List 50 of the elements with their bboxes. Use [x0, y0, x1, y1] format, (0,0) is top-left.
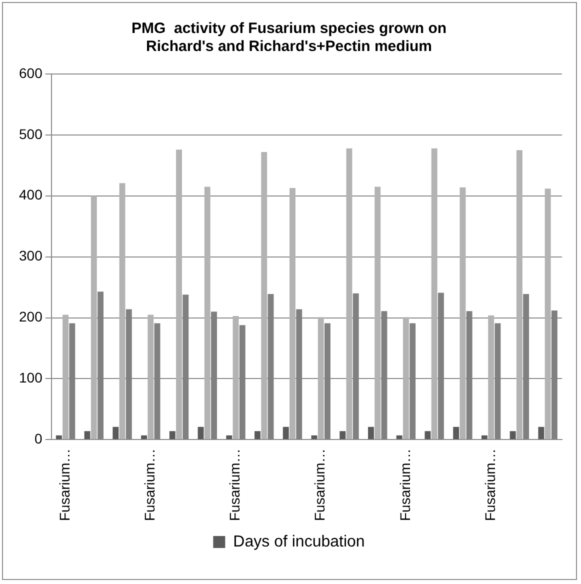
y-tick-label: 0	[34, 430, 43, 447]
bar	[90, 196, 97, 440]
y-tick-label: 300	[19, 248, 43, 264]
y-tick-label: 400	[19, 186, 43, 203]
bar	[481, 435, 488, 440]
bar	[346, 148, 352, 440]
bar	[424, 431, 431, 440]
y-tick-label: 600	[19, 64, 43, 81]
bar	[544, 188, 551, 440]
bar	[112, 426, 119, 440]
bar	[119, 183, 126, 440]
x-tick-label: Fusarium…	[142, 448, 158, 522]
bar	[538, 426, 544, 440]
bar	[261, 152, 268, 440]
bar	[318, 317, 324, 440]
bar	[169, 431, 176, 440]
bar	[368, 426, 374, 440]
y-tick-label: 500	[19, 126, 43, 142]
bar	[396, 435, 402, 440]
x-tick-label: Fusarium…	[482, 448, 498, 522]
chart-title: PMG activity of Fusarium species grown on Richard's and Richard's+Pectin medium	[131, 20, 447, 56]
bar	[204, 186, 210, 440]
bar	[290, 188, 296, 440]
bar	[232, 316, 239, 440]
y-tick-label: 100	[19, 370, 43, 386]
bar	[282, 426, 289, 440]
bar	[148, 314, 154, 440]
bar	[402, 317, 409, 440]
x-tick-label: Fusarium…	[56, 448, 72, 522]
bar	[460, 187, 466, 440]
bar	[176, 150, 182, 440]
bar	[374, 186, 381, 440]
y-tick-label: 200	[19, 308, 43, 325]
x-tick-label: Fusarium…	[396, 448, 413, 522]
bar	[62, 314, 69, 440]
bar	[56, 435, 62, 440]
bar	[488, 315, 494, 440]
bar	[340, 431, 346, 440]
bar	[84, 431, 90, 440]
bar	[198, 426, 204, 440]
bar	[510, 431, 516, 440]
bar	[453, 426, 460, 440]
bar	[254, 431, 260, 440]
bar	[516, 150, 522, 440]
bar	[141, 435, 148, 440]
bar	[431, 148, 438, 440]
x-tick-label: Fusarium…	[312, 448, 328, 522]
bar	[226, 435, 232, 440]
legend-label: Days of incubation	[233, 533, 365, 550]
x-tick-label: Fusarium…	[226, 448, 243, 522]
